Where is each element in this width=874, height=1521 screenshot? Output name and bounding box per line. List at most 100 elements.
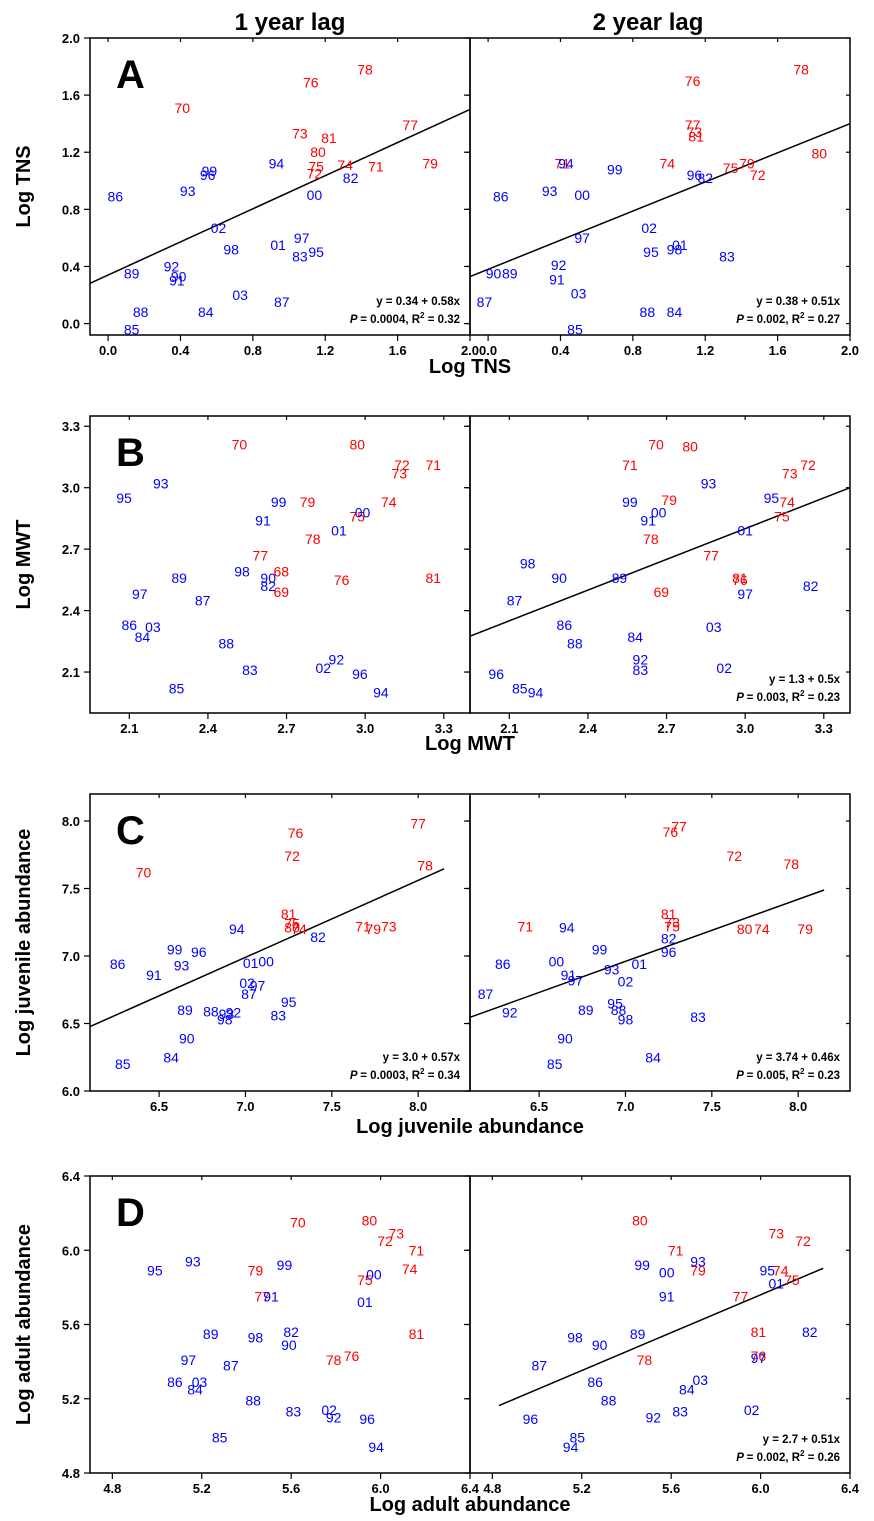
regression-stats: P = 0.002, R2 = 0.26	[736, 1449, 840, 1464]
data-point: 99	[607, 161, 623, 177]
data-point: 96	[200, 167, 216, 183]
data-point: 84	[645, 1049, 661, 1065]
x-tick-label: 0.0	[479, 343, 497, 358]
data-point: 96	[488, 666, 504, 682]
plot-frame	[469, 793, 851, 1092]
data-point: 79	[690, 1263, 706, 1279]
data-point: 02	[641, 220, 657, 236]
x-tick-label: 2.0	[461, 343, 479, 358]
data-point: 90	[486, 266, 502, 282]
data-point: 87	[195, 592, 211, 608]
data-point: 93	[701, 476, 717, 492]
data-point: 81	[281, 906, 297, 922]
data-point: 00	[549, 953, 565, 969]
data-point: 86	[493, 188, 509, 204]
data-point: 98	[618, 1011, 634, 1027]
data-point: 93	[219, 1006, 235, 1022]
data-point: 83	[242, 662, 258, 678]
data-point: 81	[751, 1324, 767, 1340]
data-point: 89	[502, 266, 518, 282]
data-point: 80	[350, 437, 366, 453]
data-point: 81	[426, 570, 442, 586]
data-point: 80	[284, 920, 300, 936]
data-point: 85	[567, 321, 583, 337]
x-axis-label: Log TNS	[429, 356, 511, 378]
data-point: 96	[352, 666, 368, 682]
regression-equation: y = 1.3 + 0.5x	[769, 674, 841, 686]
data-point: 94	[558, 156, 574, 172]
data-point: 80	[737, 921, 753, 937]
data-point: 84	[667, 304, 683, 320]
x-tick-label: 5.6	[282, 1481, 300, 1496]
data-point: 78	[305, 531, 321, 547]
data-point: 74	[659, 156, 675, 172]
plot-frame	[469, 37, 851, 336]
x-axis-label: Log juvenile abundance	[356, 1116, 584, 1138]
data-point: 82	[697, 170, 713, 186]
data-point: 72	[800, 457, 816, 473]
regression-stats: P = 0.0004, R2 = 0.32	[350, 311, 460, 326]
data-point: 80	[632, 1213, 648, 1229]
y-tick-label: 2.0	[62, 31, 80, 46]
y-tick-label: 6.0	[62, 1243, 80, 1258]
data-point: 74	[381, 494, 397, 510]
y-axis-label: Log juvenile abundance	[13, 829, 35, 1057]
data-point: 91	[169, 273, 185, 289]
data-point: 73	[687, 124, 703, 140]
data-point: 88	[218, 635, 234, 651]
data-point: 91	[659, 1289, 675, 1305]
regression-stats: P = 0.002, R2 = 0.27	[736, 311, 840, 326]
data-point: 92	[502, 1005, 518, 1021]
data-point: 80	[811, 146, 827, 162]
data-point: 71	[409, 1242, 425, 1258]
panel-letter: B	[116, 431, 145, 475]
data-point: 82	[310, 929, 326, 945]
data-point: 88	[611, 1002, 627, 1018]
data-point: 84	[198, 304, 214, 320]
data-point: 81	[409, 1326, 425, 1342]
x-tick-label: 6.0	[372, 1481, 390, 1496]
data-point: 69	[654, 584, 670, 600]
data-point: 98	[223, 241, 239, 257]
y-tick-label: 1.6	[62, 88, 80, 103]
data-point: 90	[592, 1337, 608, 1353]
data-point: 81	[732, 570, 748, 586]
data-point: 73	[391, 465, 407, 481]
data-point: 88	[245, 1393, 261, 1409]
data-point: 88	[203, 1003, 219, 1019]
data-point: 86	[495, 956, 511, 972]
plot-frame	[469, 415, 851, 714]
data-point: 99	[167, 941, 183, 957]
data-point: 73	[768, 1226, 784, 1242]
plot-frame	[469, 1175, 851, 1474]
data-point: 77	[254, 1289, 270, 1305]
data-point: 91	[640, 512, 656, 528]
data-point: 68	[274, 564, 290, 580]
regression-stats: P = 0.0003, R2 = 0.34	[350, 1067, 461, 1082]
x-tick-label: 2.7	[658, 721, 676, 736]
data-point: 92	[326, 1409, 342, 1425]
data-point: 71	[517, 918, 533, 934]
data-point: 90	[557, 1030, 573, 1046]
data-point: 91	[255, 512, 271, 528]
y-tick-label: 7.5	[62, 882, 80, 897]
x-tick-label: 0.8	[624, 343, 642, 358]
data-point: 70	[232, 437, 248, 453]
data-point: 94	[229, 921, 245, 937]
data-point: 83	[292, 248, 308, 264]
data-point: 82	[343, 170, 359, 186]
data-point: 98	[567, 1329, 583, 1345]
data-point: 80	[362, 1213, 378, 1229]
data-point: 97	[132, 586, 148, 602]
y-tick-label: 4.8	[62, 1466, 80, 1481]
data-point: 98	[217, 1011, 233, 1027]
x-tick-label: 4.8	[483, 1481, 501, 1496]
data-point: 97	[574, 230, 590, 246]
data-point: 75	[784, 1272, 800, 1288]
data-point: 98	[520, 555, 536, 571]
data-point: 97	[737, 586, 753, 602]
data-point: 76	[344, 1348, 360, 1364]
data-point: 76	[685, 73, 701, 89]
data-point: 85	[212, 1430, 228, 1446]
